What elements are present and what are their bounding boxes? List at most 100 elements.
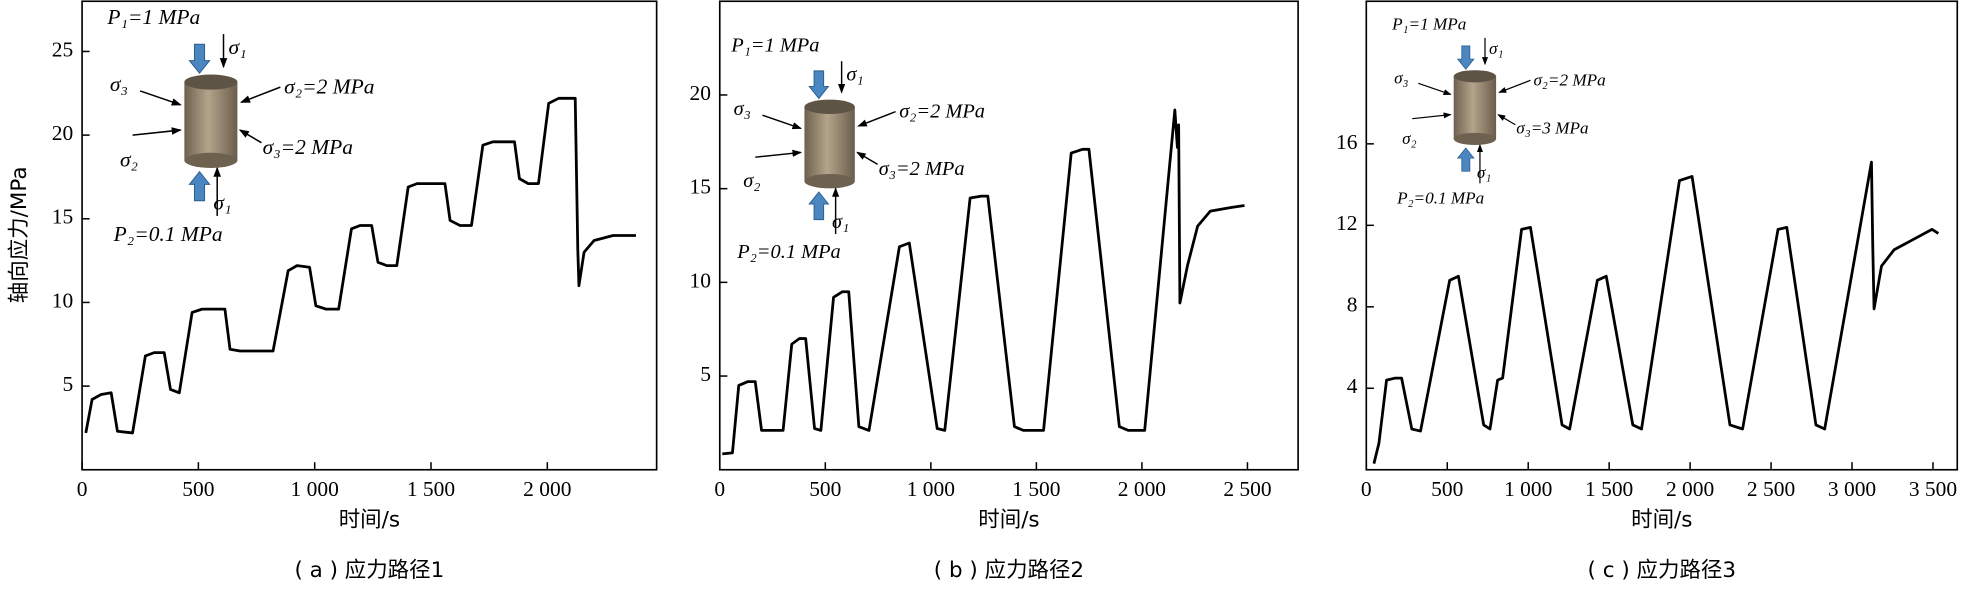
annotation: σ₂	[743, 170, 760, 192]
annotation: σ₂=2 MPa	[899, 100, 985, 122]
annotation: P₁=1 MPa	[1391, 15, 1466, 34]
x-tick-label: 500	[182, 477, 214, 501]
annotation: σ₂=2 MPa	[1533, 70, 1605, 89]
annotation: P₂=0.1 MPa	[1396, 188, 1484, 207]
stress-arrow	[856, 151, 878, 166]
x-tick-label: 1 500	[1012, 477, 1060, 501]
stress-arrow	[857, 110, 896, 127]
annotation: σ₁	[229, 35, 247, 59]
x-tick-label: 500	[1431, 477, 1463, 501]
x-axis-label: 时间/s	[339, 507, 400, 532]
stress-arrow	[132, 127, 182, 136]
specimen-sketch: P₁=1 MPa σ₁ σ₂=2 MPa σ₃ σ₂ σ₃=3 MPa σ₁ P₂=0.1 M…	[1391, 15, 1606, 208]
data-line	[1372, 160, 1940, 464]
cylinder-body	[1453, 76, 1497, 139]
x-tick-label: 3 500	[1909, 477, 1957, 501]
data-line	[84, 96, 636, 435]
stress-arrow	[762, 114, 802, 130]
x-tick-label: 2 000	[1118, 477, 1166, 501]
cylinder-top	[184, 74, 238, 90]
data-line	[722, 108, 1245, 456]
panel-caption: ( a ) 应力路径1	[294, 558, 444, 583]
y-tick-label: 16	[1336, 130, 1358, 154]
x-tick-label: 1 500	[1585, 477, 1633, 501]
x-tick-label: 0	[714, 477, 725, 501]
cylinder-bottom	[804, 174, 855, 189]
y-tick-label: 10	[52, 288, 73, 312]
annotation: σ₃=2 MPa	[263, 135, 353, 159]
cylinder-bottom	[184, 152, 238, 168]
x-tick-label: 0	[77, 477, 88, 501]
specimen-sketch: P₁=1 MPa σ₁ σ₂=2 MPa σ₃ σ₂ σ₃=2 MPa σ₁ P₂=0.1 M…	[106, 5, 374, 246]
annotation: σ₃	[734, 98, 751, 120]
annotation: P₁=1 MPa	[106, 5, 200, 29]
annotation: σ₂	[1402, 129, 1416, 148]
x-tick-label: 1 000	[1504, 477, 1552, 501]
x-tick-label: 0	[1361, 477, 1372, 501]
plot-frame	[718, 0, 1299, 471]
annotation: P₂=0.1 MPa	[113, 222, 223, 246]
annotation: P₂=0.1 MPa	[736, 241, 840, 263]
x-tick-label: 1 000	[291, 477, 339, 501]
stress-arrow	[1497, 114, 1516, 126]
y-tick-label: 4	[1347, 374, 1358, 398]
annotation: σ₁	[1477, 163, 1491, 182]
plot-frame	[1365, 0, 1959, 471]
stress-arrow	[139, 90, 182, 106]
y-tick-label: 8	[1347, 293, 1358, 317]
y-tick-label: 5	[63, 372, 74, 396]
cylinder-body	[804, 106, 855, 182]
x-tick-label: 3 000	[1828, 477, 1876, 501]
x-tick-label: 2 500	[1747, 477, 1795, 501]
load-arrow	[1456, 147, 1475, 172]
cylinder-top	[1453, 70, 1497, 83]
annotation: σ₁	[846, 63, 863, 85]
annotation: σ₂	[120, 148, 138, 172]
annotation: σ₁	[832, 211, 849, 233]
stress-arrow	[1418, 82, 1452, 96]
plot-frame	[81, 0, 658, 471]
y-tick-label: 20	[52, 121, 73, 145]
annotation: σ₂=2 MPa	[284, 74, 374, 98]
load-arrow	[808, 70, 830, 100]
annotation: σ₃	[1394, 68, 1408, 87]
y-tick-label: 12	[1336, 211, 1357, 235]
annotation: σ₁	[213, 190, 231, 214]
y-tick-label: 10	[689, 268, 710, 292]
cylinder-body	[184, 82, 238, 161]
stress-arrow	[238, 129, 262, 144]
x-axis-label: 时间/s	[1631, 507, 1692, 532]
y-axis-label: 轴向应力/MPa	[7, 167, 32, 304]
y-tick-label: 15	[689, 175, 710, 199]
annotation: σ₃=3 MPa	[1516, 119, 1588, 138]
x-tick-label: 1 000	[907, 477, 955, 501]
stress-arrow	[1498, 79, 1531, 93]
panel-caption: ( c ) 应力路径3	[1588, 558, 1736, 583]
annotation: σ₃=2 MPa	[879, 158, 965, 180]
load-arrow	[1456, 45, 1475, 70]
x-tick-label: 1 500	[407, 477, 455, 501]
x-tick-label: 2 000	[523, 477, 571, 501]
x-tick-label: 2 500	[1223, 477, 1271, 501]
y-tick-label: 5	[700, 362, 711, 386]
load-arrow	[808, 191, 830, 221]
y-tick-label: 15	[52, 205, 73, 229]
stress-arrow	[755, 149, 803, 158]
annotation: σ₁	[1489, 39, 1503, 58]
x-tick-label: 500	[809, 477, 841, 501]
panel-caption: ( b ) 应力路径2	[934, 558, 1084, 583]
x-tick-label: 2 000	[1666, 477, 1714, 501]
x-axis-label: 时间/s	[978, 507, 1039, 532]
annotation: P₁=1 MPa	[730, 35, 819, 57]
load-arrow	[188, 43, 211, 75]
y-tick-label: 20	[689, 81, 710, 105]
load-arrow	[188, 170, 211, 202]
cylinder-top	[804, 99, 855, 115]
stress-arrow	[240, 86, 281, 103]
cylinder-bottom	[1453, 132, 1497, 145]
specimen-sketch: P₁=1 MPa σ₁ σ₂=2 MPa σ₃ σ₂ σ₃=2 MPa σ₁ P₂=0.1 M…	[730, 35, 985, 263]
annotation: σ₃	[110, 72, 128, 96]
y-tick-label: 25	[52, 37, 73, 61]
stress-arrow	[1412, 112, 1452, 120]
